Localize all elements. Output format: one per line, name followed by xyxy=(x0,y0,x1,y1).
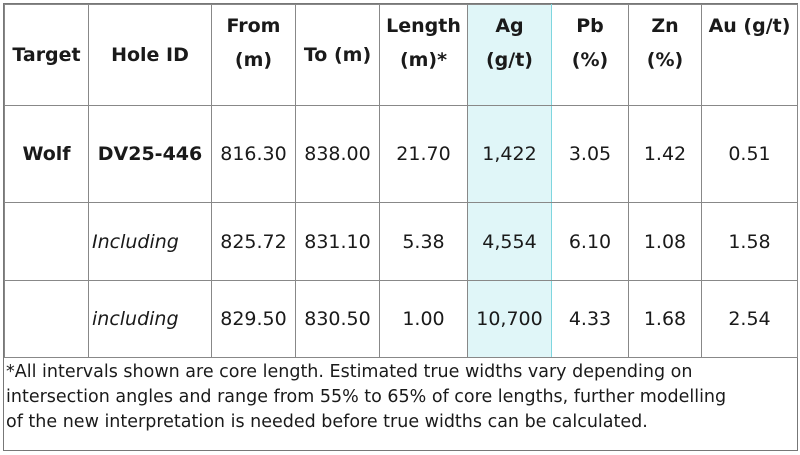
empty-cell xyxy=(4,202,89,281)
table-cell: 1.42 xyxy=(628,105,702,203)
header-cell: Zn (%) xyxy=(628,4,702,106)
table-cell: Including xyxy=(88,202,212,281)
table-cell: 21.70 xyxy=(379,105,468,203)
table-row: including 829.50 830.50 1.00 10,700 4.33 1.68 2… xyxy=(4,280,798,358)
table-cell: 3.05 xyxy=(551,105,629,203)
footnote-line: *All intervals shown are core length. Es… xyxy=(6,362,693,382)
table-cell: 4.33 xyxy=(551,280,629,358)
header-cell: To (m) xyxy=(295,4,380,106)
table-cell: 6.10 xyxy=(551,202,629,281)
table-cell: 1.68 xyxy=(628,280,702,358)
header-cell: Hole ID xyxy=(88,4,212,106)
footnote-line: intersection angles and range from 55% t… xyxy=(6,387,727,407)
table-cell: 829.50 xyxy=(211,280,296,358)
table-body: Wolf DV25-446 816.30 838.00 21.70 1,422 3.05 1.… xyxy=(4,105,798,358)
table-cell: 838.00 xyxy=(295,105,380,203)
table-cell: 825.72 xyxy=(211,202,296,281)
header-cell: Target xyxy=(4,4,89,106)
table-cell: 0.51 xyxy=(701,105,798,203)
table-cell: 1.58 xyxy=(701,202,798,281)
header-row: Target Hole ID From (m) To (m) Length (m)* Ag… xyxy=(4,4,798,106)
header-cell: From (m) xyxy=(211,4,296,106)
table-cell: 4,554 xyxy=(467,202,552,281)
table-cell: 5.38 xyxy=(379,202,468,281)
table-row: Wolf DV25-446 816.30 838.00 21.70 1,422 3.05 1.… xyxy=(4,105,798,203)
table-cell: 1.08 xyxy=(628,202,702,281)
table-cell: Wolf xyxy=(4,105,89,203)
results-panel: Target Hole ID From (m) To (m) Length (m)* Ag… xyxy=(3,3,798,451)
table-cell: 831.10 xyxy=(295,202,380,281)
table-cell: 1,422 xyxy=(467,105,552,203)
footnote-line: of the new interpretation is needed befo… xyxy=(6,412,648,432)
empty-cell xyxy=(4,280,89,358)
header-cell: Au (g/t) xyxy=(701,4,798,106)
table-cell: 2.54 xyxy=(701,280,798,358)
table-cell: 830.50 xyxy=(295,280,380,358)
header-cell: Ag (g/t) xyxy=(467,4,552,106)
table-cell: DV25-446 xyxy=(88,105,212,203)
footnote: *All intervals shown are core length. Es… xyxy=(4,360,799,435)
table-cell: 1.00 xyxy=(379,280,468,358)
assay-table: Target Hole ID From (m) To (m) Length (m)* Ag… xyxy=(4,4,798,358)
table-cell: 816.30 xyxy=(211,105,296,203)
header-cell: Pb (%) xyxy=(551,4,629,106)
table-cell: including xyxy=(88,280,212,358)
header-cell: Length (m)* xyxy=(379,4,468,106)
table-cell: 10,700 xyxy=(467,280,552,358)
table-row: Including 825.72 831.10 5.38 4,554 6.10 1.08 1.… xyxy=(4,202,798,281)
